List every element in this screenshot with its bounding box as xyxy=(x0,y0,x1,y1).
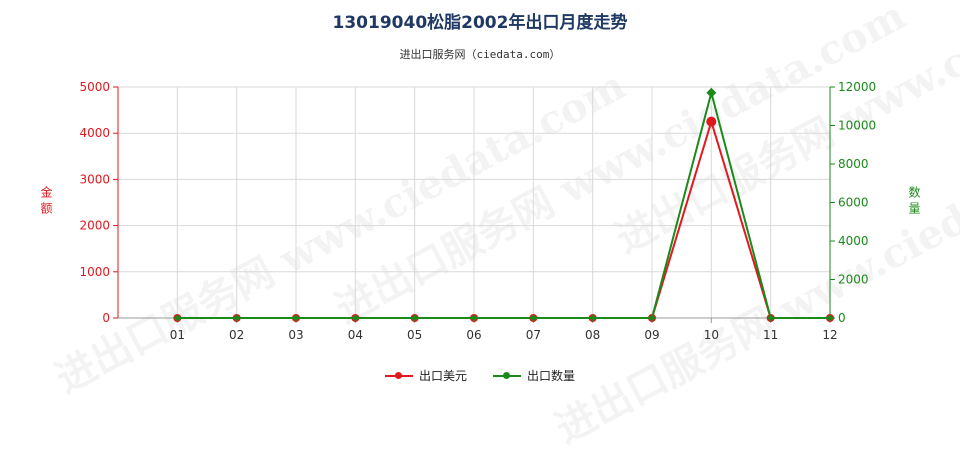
series-line-usd xyxy=(177,118,830,319)
data-point-quantity xyxy=(589,314,597,322)
data-point-quantity xyxy=(470,314,478,322)
x-tick-label: 03 xyxy=(288,328,303,342)
y-left-tick-label: 0 xyxy=(102,311,110,325)
y-axis-left-label: 金额 xyxy=(39,186,53,218)
legend-item-usd[interactable]: 出口美元 xyxy=(384,367,467,384)
series-line-quantity xyxy=(177,88,830,319)
legend-label-quantity: 出口数量 xyxy=(527,369,576,383)
data-point-quantity xyxy=(351,314,359,322)
x-tick-label: 09 xyxy=(644,328,659,342)
chart-subtitle: 进出口服务网（ciedata.com） xyxy=(399,48,561,61)
data-point-quantity xyxy=(233,314,241,322)
y-left-tick-label: 4000 xyxy=(79,126,110,140)
legend-item-quantity[interactable]: 出口数量 xyxy=(493,367,575,384)
x-tick-label: 08 xyxy=(585,328,600,342)
x-tick-label: 06 xyxy=(466,328,481,342)
x-tick-label: 04 xyxy=(348,328,363,342)
data-point-quantity xyxy=(529,314,537,322)
x-tick-label: 02 xyxy=(229,328,244,342)
data-point-quantity xyxy=(706,87,717,98)
x-tick-label: 12 xyxy=(822,328,837,342)
y-right-tick-label: 6000 xyxy=(838,196,869,210)
y-right-tick-label: 10000 xyxy=(838,119,876,133)
y-right-tick-label: 0 xyxy=(838,311,846,325)
data-point-quantity xyxy=(767,314,775,322)
y-left-tick-label: 1000 xyxy=(79,265,110,279)
x-tick-label: 11 xyxy=(763,328,778,342)
data-point-quantity xyxy=(411,314,419,322)
chart-canvas: 0 1000 2000 3000 4000 5000 0 2000 4000 6000 8000 10… xyxy=(79,80,876,342)
x-tick-label: 05 xyxy=(407,328,422,342)
y-axis-right-label: 数量 xyxy=(907,186,921,218)
legend-swatch-quantity xyxy=(493,371,521,381)
y-left-tick-label: 2000 xyxy=(79,219,110,233)
data-point-quantity xyxy=(648,314,656,322)
data-point-quantity xyxy=(826,314,834,322)
data-point-quantity xyxy=(292,314,300,322)
data-point-usd xyxy=(706,116,717,127)
chart-title: 13019040松脂2002年出口月度走势 xyxy=(332,13,628,33)
y-right-tick-label: 12000 xyxy=(838,80,876,94)
legend-swatch-usd xyxy=(384,371,413,381)
y-right-tick-label: 2000 xyxy=(838,273,869,287)
y-right-tick-label: 8000 xyxy=(838,157,869,171)
x-tick-label: 07 xyxy=(526,328,541,342)
x-tick-label: 01 xyxy=(170,328,185,342)
data-point-quantity xyxy=(173,314,181,322)
y-right-tick-label: 4000 xyxy=(838,234,869,248)
y-left-tick-label: 3000 xyxy=(79,172,110,186)
x-tick-label: 10 xyxy=(704,328,719,342)
legend: 出口美元 出口数量 xyxy=(0,367,960,384)
legend-label-usd: 出口美元 xyxy=(418,369,467,383)
y-left-tick-label: 5000 xyxy=(79,80,110,94)
